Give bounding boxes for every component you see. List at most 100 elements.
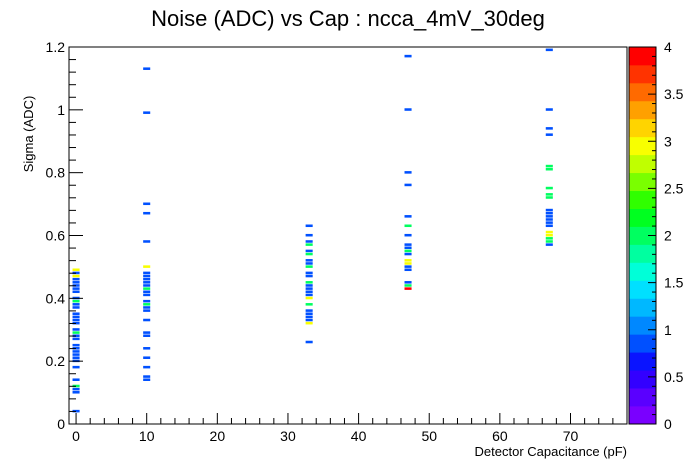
data-bin	[404, 246, 412, 250]
data-bin	[404, 281, 412, 284]
data-bin	[72, 321, 80, 325]
data-bin	[404, 224, 412, 228]
color-scale-cell	[629, 406, 656, 425]
color-scale-cell	[629, 154, 656, 174]
data-bin	[143, 284, 151, 287]
data-bin	[143, 365, 151, 369]
data-bin	[305, 290, 313, 294]
color-scale-cell	[629, 298, 656, 317]
color-scale-cell	[629, 370, 656, 389]
plot-frame	[68, 46, 628, 425]
data-bin	[72, 378, 80, 381]
color-scale-tick-label: 1.5	[664, 275, 684, 291]
data-bin	[305, 224, 313, 228]
x-tick-label: 30	[280, 428, 296, 444]
data-bin	[305, 340, 313, 344]
color-scale-cell	[629, 262, 656, 281]
data-bin	[305, 312, 313, 316]
data-bin	[143, 274, 151, 278]
data-bin	[72, 331, 80, 334]
data-bin	[404, 287, 412, 290]
data-bin	[143, 334, 151, 337]
data-bin	[72, 290, 80, 294]
data-bin	[143, 306, 151, 309]
data-bin	[305, 287, 313, 290]
data-bin	[305, 296, 313, 300]
data-bin	[143, 202, 151, 206]
y-tick-label: 0.6	[46, 228, 66, 244]
data-bin	[72, 353, 80, 356]
data-bin	[545, 127, 553, 130]
data-bin	[72, 274, 80, 278]
data-bin	[72, 343, 80, 347]
color-scale-tick-label: 2	[664, 228, 672, 244]
color-scale-tick-label: 4	[664, 39, 672, 55]
data-bin	[305, 318, 313, 322]
data-bin	[404, 54, 412, 58]
data-bin	[72, 312, 80, 316]
data-bin	[72, 315, 80, 319]
data-bin	[143, 378, 151, 381]
color-scale-cell	[629, 208, 656, 227]
data-bin	[305, 243, 313, 246]
data-bin	[404, 284, 412, 287]
y-tick-label: 0.4	[46, 290, 66, 306]
data-bin	[72, 284, 80, 287]
data-bin	[545, 215, 553, 218]
data-bin	[305, 252, 313, 256]
data-bin	[545, 224, 553, 228]
data-bin	[143, 111, 151, 114]
data-bin	[404, 233, 412, 237]
color-scale-tick-label: 3.5	[664, 86, 684, 102]
data-bin	[143, 318, 151, 322]
x-tick-label: 0	[72, 428, 80, 444]
color-scale-tick-label: 2.5	[664, 180, 684, 196]
data-bin	[305, 240, 313, 243]
data-bin	[72, 387, 80, 391]
data-bin	[143, 299, 151, 303]
data-bin	[545, 48, 553, 52]
color-scale-tick-label: 0.5	[664, 369, 684, 385]
data-bin	[545, 167, 553, 171]
data-bin	[72, 365, 80, 369]
data-bin	[545, 133, 553, 136]
color-scale-cell	[629, 334, 656, 353]
data-bin	[72, 356, 80, 359]
x-axis: 0 10 20 30 40 50 60 70	[72, 413, 628, 444]
y-tick-label: 0.8	[46, 165, 66, 181]
data-bin	[305, 274, 313, 278]
data-bin	[143, 347, 151, 350]
data-bin	[305, 281, 313, 284]
color-scale-cell	[629, 226, 656, 245]
data-bin	[72, 299, 80, 303]
y-axis: 0 0.2 0.4 0.6 0.8 1 1.2	[46, 39, 83, 432]
data-bin	[545, 186, 553, 190]
data-bin	[404, 215, 412, 218]
color-scale-cell	[629, 47, 656, 66]
color-scale-cell	[629, 64, 656, 84]
data-bin	[545, 221, 553, 224]
data-bin	[305, 293, 313, 297]
x-tick-label: 70	[563, 428, 579, 444]
data-bin	[72, 287, 80, 290]
x-tick-label: 10	[139, 428, 155, 444]
data-bin	[404, 249, 412, 253]
data-bin	[404, 183, 412, 187]
color-scale-tick-label: 3	[664, 133, 672, 149]
data-bin	[143, 67, 151, 70]
color-scale-cell	[629, 100, 656, 120]
data-bin	[545, 211, 553, 215]
data-bin	[72, 391, 80, 394]
data-bin	[545, 193, 553, 196]
data-bin	[72, 337, 80, 341]
y-tick-label: 0	[57, 416, 65, 432]
data-bin	[143, 240, 151, 243]
data-bin	[305, 284, 313, 287]
color-scale-cell	[629, 82, 656, 102]
data-bin	[72, 303, 80, 306]
data-bin	[545, 164, 553, 168]
data-bin	[305, 309, 313, 312]
y-tick-label: 1.2	[46, 39, 66, 55]
data-bin	[404, 265, 412, 268]
